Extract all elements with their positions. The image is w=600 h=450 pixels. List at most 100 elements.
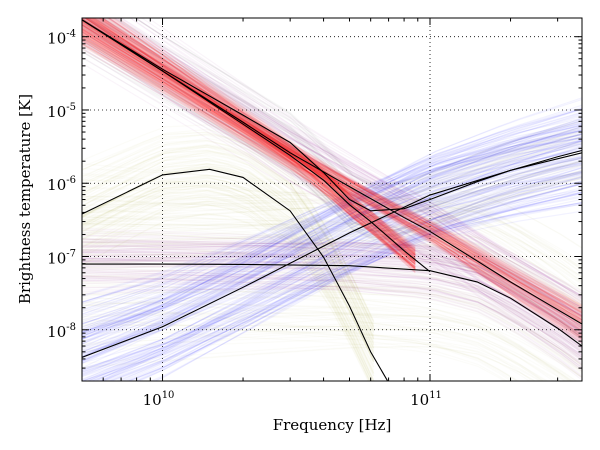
- sample-band-line: [82, 22, 582, 319]
- sample-band-line: [82, 33, 416, 262]
- sample-band-line: [86, 18, 582, 201]
- sample-band-line: [108, 18, 416, 259]
- sample-band-line: [82, 50, 582, 349]
- sample-band-line: [86, 18, 416, 258]
- sample-band-line: [82, 248, 582, 349]
- sample-band-line: [82, 124, 582, 319]
- sample-band-line: [82, 39, 582, 236]
- sample-band-line: [82, 23, 582, 218]
- sample-band-line: [82, 40, 416, 267]
- sample-band-line: [101, 18, 416, 256]
- sample-band-line: [90, 18, 582, 302]
- sample-band-line: [82, 51, 582, 238]
- sample-band-line: [82, 40, 416, 269]
- sample-band-line: [82, 20, 416, 262]
- sample-band-line: [82, 129, 582, 337]
- sample-band-line: [123, 182, 582, 381]
- sample-band-line: [108, 191, 582, 381]
- sample-band-line: [82, 43, 416, 266]
- sample-band-line: [82, 277, 582, 381]
- sample-band-line: [82, 155, 375, 357]
- sample-band-line: [82, 212, 370, 381]
- sample-band-line: [82, 201, 582, 378]
- sample-band-line: [82, 149, 375, 346]
- sample-band-line: [82, 33, 416, 271]
- sample-band-line: [82, 36, 416, 269]
- sample-band-line: [82, 287, 582, 365]
- sample-band-line: [82, 189, 374, 381]
- sample-band-line: [82, 257, 582, 361]
- sample-band-line: [82, 254, 582, 334]
- sample-band-line: [101, 18, 582, 309]
- sample-band-line: [90, 18, 582, 339]
- sample-band-line: [82, 200, 375, 377]
- sample-band-line: [82, 238, 582, 338]
- sample-band-line: [82, 144, 582, 336]
- sample-band-line: [82, 273, 582, 369]
- sample-band-line: [82, 29, 416, 271]
- sample-band-line: [82, 42, 416, 268]
- sample-band-line: [82, 232, 582, 334]
- sample-band-line: [82, 27, 582, 305]
- sample-band-line: [87, 18, 582, 339]
- sample-band-line: [82, 37, 582, 232]
- sample-band-line: [82, 213, 369, 381]
- sample-band-line: [101, 18, 582, 322]
- sample-band-line: [82, 139, 375, 340]
- sample-band-line: [82, 30, 582, 318]
- sample-band-line: [82, 24, 582, 344]
- sample-band-line: [82, 150, 375, 326]
- sample-band-line: [126, 191, 582, 381]
- sample-band-line: [82, 143, 375, 327]
- sample-band-line: [82, 171, 582, 333]
- sample-band-line: [82, 34, 582, 317]
- sample-band-line: [82, 163, 582, 371]
- sample-band-line: [82, 25, 582, 209]
- sample-band-line: [82, 280, 582, 379]
- sample-band-line: [82, 20, 416, 268]
- sample-band-line: [82, 18, 582, 201]
- sample-band-line: [106, 18, 582, 299]
- sample-band-line: [82, 260, 582, 346]
- sample-band-line: [82, 248, 582, 321]
- sample-band-line: [82, 133, 375, 321]
- sample-band-line: [82, 37, 416, 265]
- sample-band-line: [82, 41, 582, 236]
- y-tick-labels: 10-4 10-5 10-6 10-7 10-8: [47, 29, 76, 341]
- sample-band-line: [82, 24, 582, 338]
- sample-band-line: [82, 131, 375, 334]
- sample-band-line: [134, 18, 582, 299]
- sample-band-line: [82, 108, 582, 331]
- sample-band-line: [82, 155, 582, 381]
- sample-band-line: [82, 24, 416, 263]
- sample-band-line: [82, 33, 582, 317]
- sample-band-line: [82, 30, 416, 252]
- sample-band-line: [82, 182, 375, 373]
- sample-band-line: [82, 136, 582, 313]
- sample-band-line: [82, 117, 582, 359]
- y-tick-label: 10-4: [47, 29, 76, 48]
- sample-band-line: [82, 122, 582, 332]
- sample-band-line: [82, 34, 582, 315]
- sample-band-line: [82, 137, 582, 298]
- sample-band-line: [82, 24, 416, 271]
- sample-band-line: [82, 195, 373, 381]
- sample-band-line: [82, 27, 416, 251]
- sample-band-line: [82, 36, 416, 260]
- sample-band-line: [82, 196, 371, 381]
- sample-band-line: [87, 18, 416, 269]
- sample-band-line: [82, 111, 582, 340]
- sample-band-line: [82, 165, 375, 344]
- sample-band-line: [82, 39, 416, 268]
- sample-band-line: [82, 18, 416, 252]
- sample-band-line: [82, 204, 374, 381]
- sample-band-line: [82, 248, 582, 329]
- sample-band-line: [82, 41, 582, 361]
- sample-band-line: [82, 22, 582, 327]
- sample-band-line: [82, 132, 375, 322]
- sample-band-line: [82, 267, 582, 371]
- sample-band-line: [98, 18, 416, 251]
- sample-band-line: [82, 191, 582, 355]
- sample-band-line: [111, 18, 416, 252]
- sample-band-line: [82, 203, 582, 364]
